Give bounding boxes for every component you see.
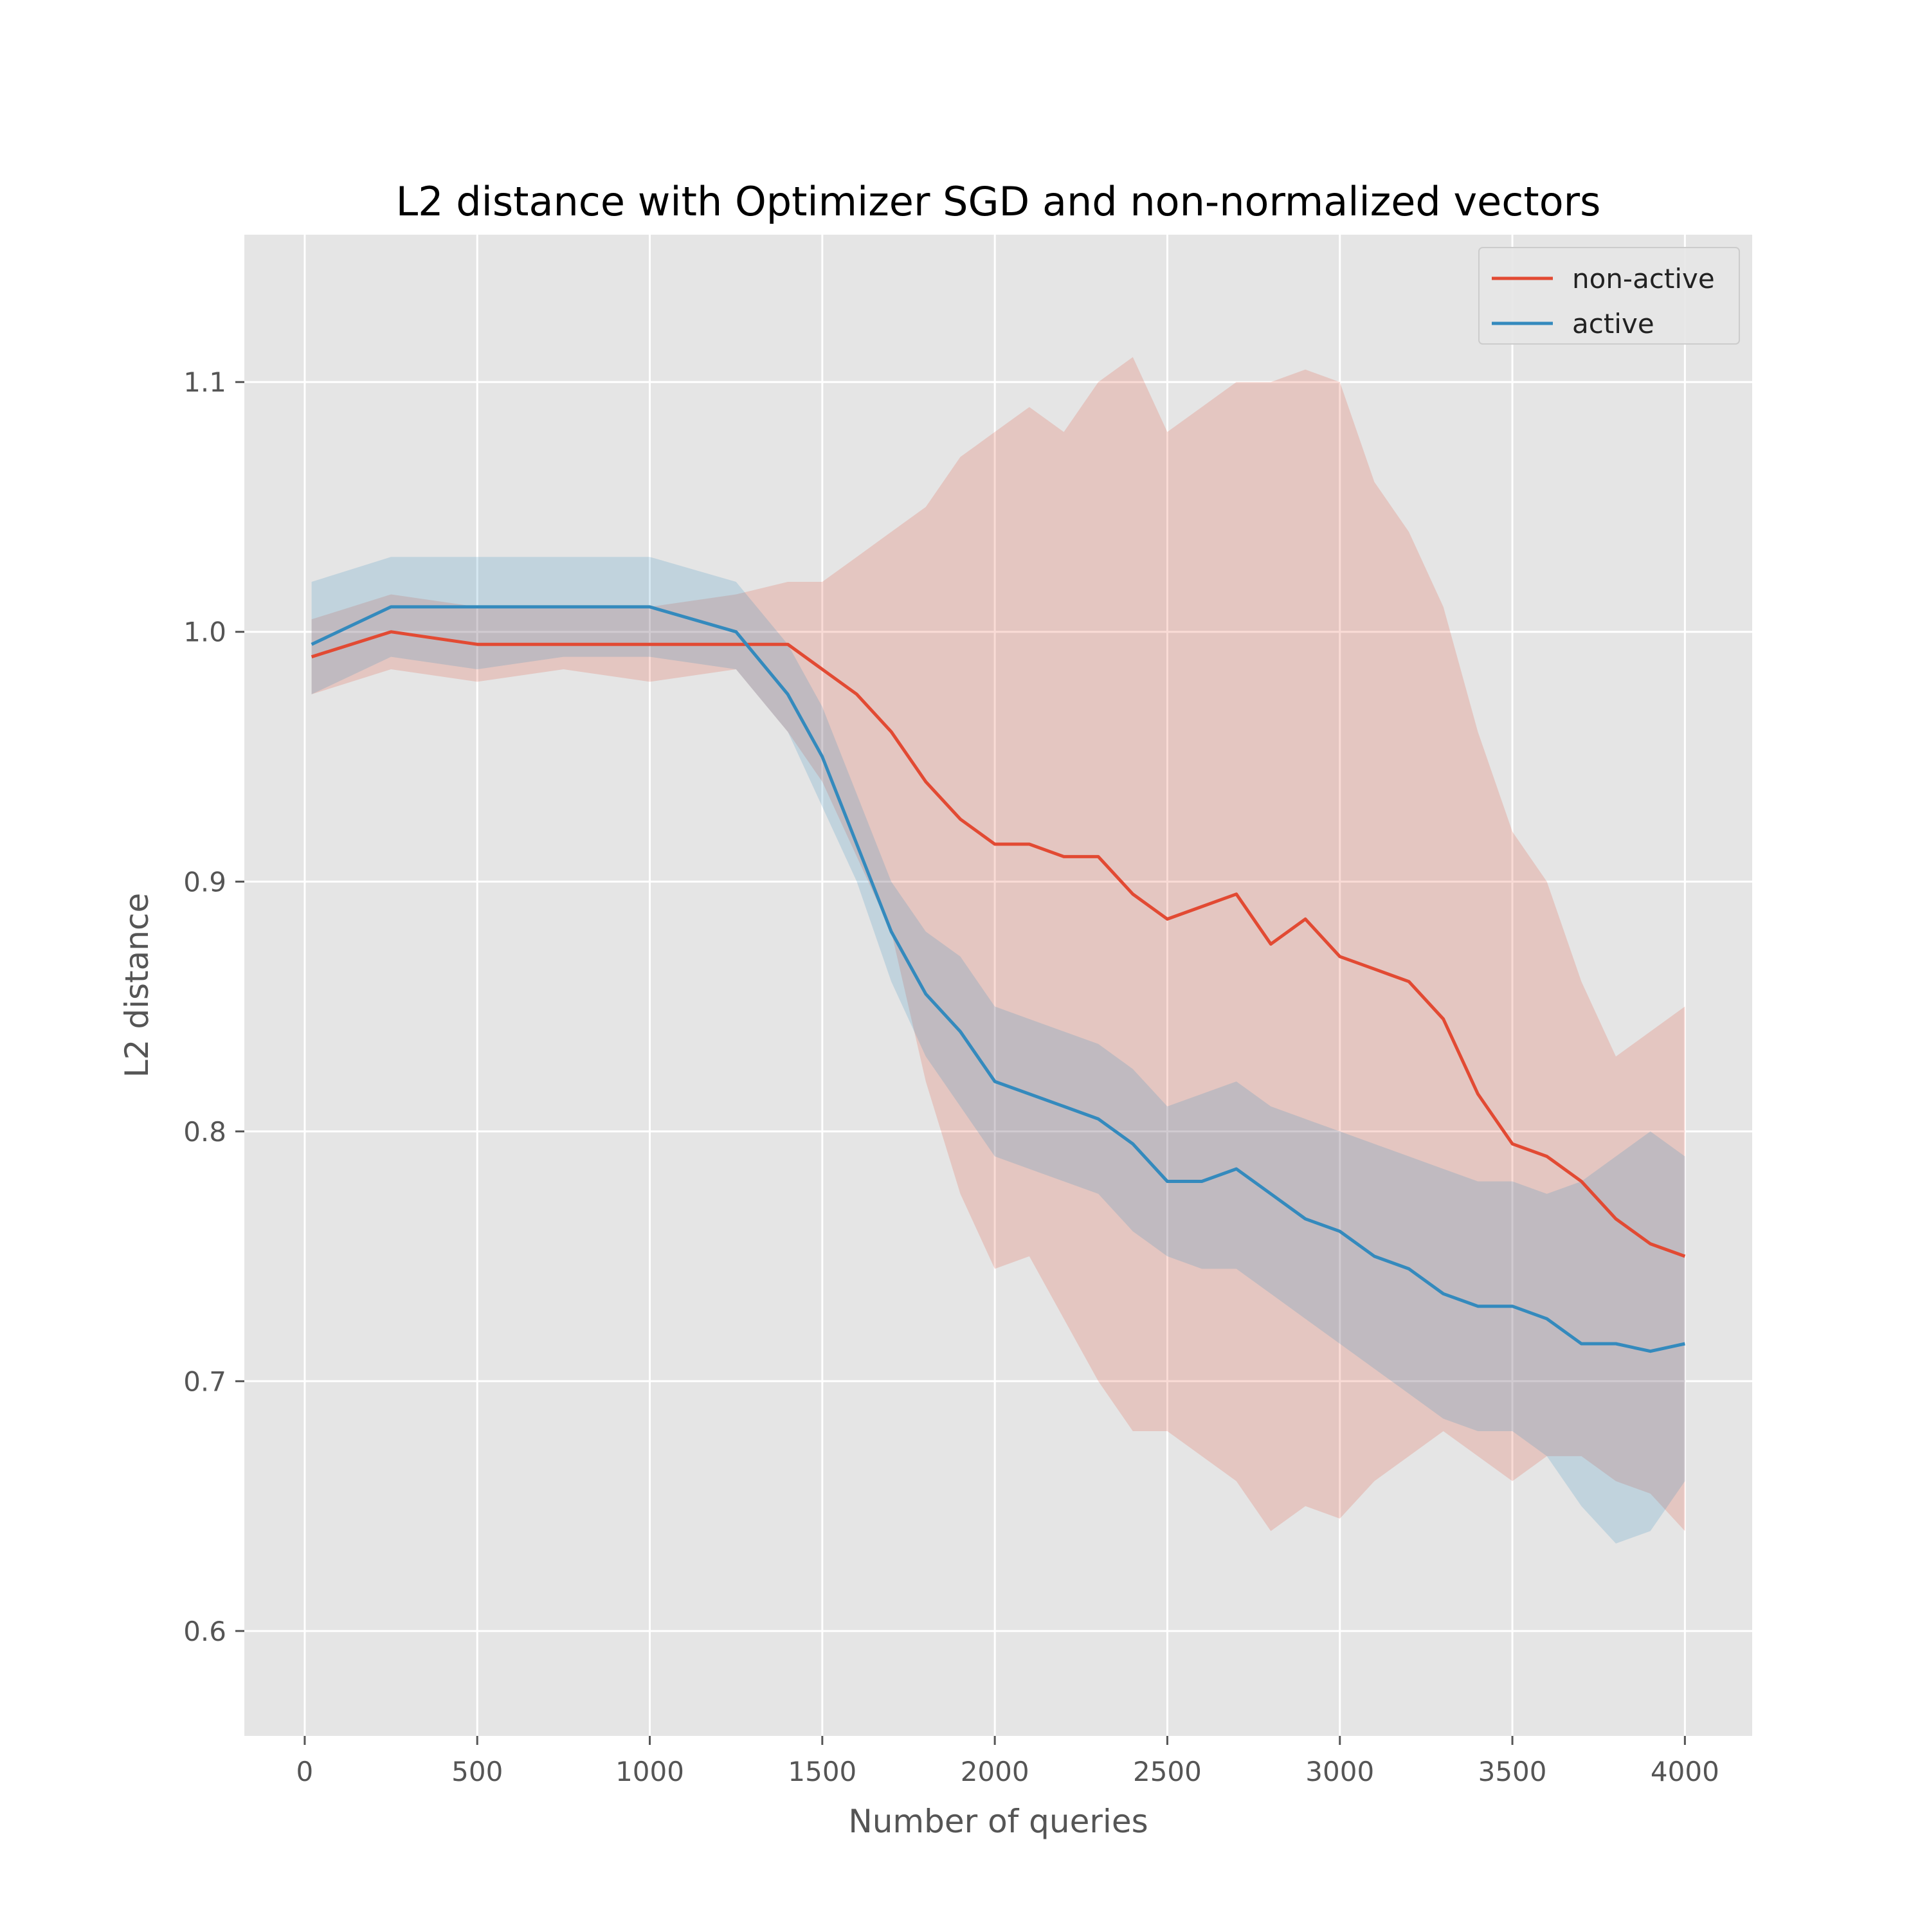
y-tick-label: 0.8 [183, 1116, 226, 1148]
x-tick-label: 3500 [1478, 1756, 1547, 1787]
y-tick-label: 1.0 [183, 617, 226, 648]
plot-area-background [244, 235, 1752, 1736]
legend-frame [1478, 247, 1740, 345]
legend-label-non-active: non-active [1572, 263, 1715, 294]
line-layer [311, 605, 1686, 1353]
x-tick-label: 3000 [1305, 1756, 1374, 1787]
x-tick-label: 1000 [615, 1756, 684, 1787]
series-line-active [311, 605, 1685, 1353]
y-axis-label: L2 distance [118, 893, 156, 1078]
series-line-non-active [311, 630, 1686, 1258]
x-tick-label: 500 [451, 1756, 503, 1787]
x-tick-label: 4000 [1651, 1756, 1719, 1787]
x-axis-label: Number of queries [848, 1803, 1148, 1840]
band-non-active [311, 357, 1685, 1531]
legend-label-active: active [1572, 308, 1654, 339]
y-tick-label: 1.1 [183, 366, 226, 398]
x-tick-label: 2000 [961, 1756, 1029, 1787]
chart-title: L2 distance with Optimizer SGD and non-n… [396, 178, 1601, 225]
y-tick-label: 0.7 [183, 1366, 226, 1397]
x-tick-label: 0 [296, 1756, 314, 1787]
y-tick-label: 0.6 [183, 1616, 226, 1647]
y-tick-label: 0.9 [183, 866, 226, 898]
grid-layer [244, 235, 1752, 1736]
band-active [311, 557, 1685, 1544]
band-layer [311, 357, 1685, 1544]
legend: non-active active [1478, 247, 1740, 345]
x-tick-label: 2500 [1133, 1756, 1202, 1787]
x-tick-label: 1500 [788, 1756, 856, 1787]
tick-layer: 0 500 1000 1500 2000 2500 3000 3500 4000 0.6 0.7 0.… [183, 366, 1719, 1787]
